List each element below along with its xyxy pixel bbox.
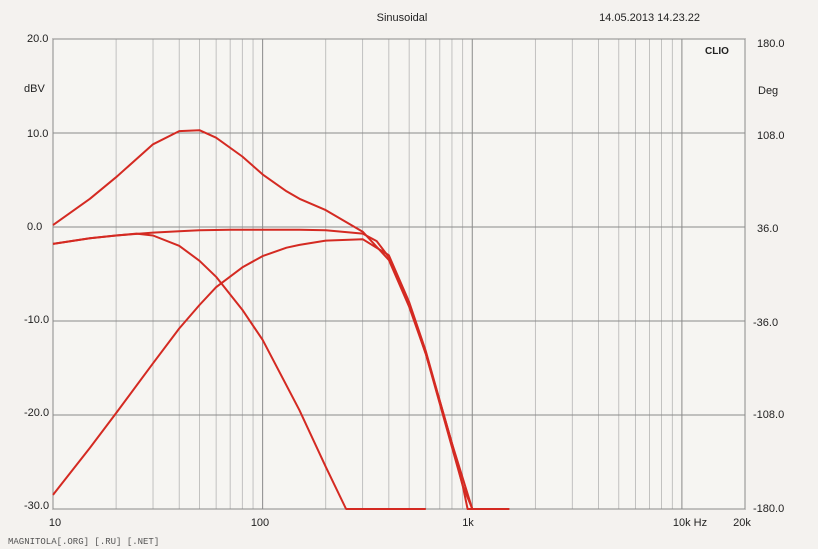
series-line-4 (52, 232, 426, 510)
x-tick-label: 10 (49, 517, 61, 529)
series-line-3 (52, 238, 510, 510)
y2-tick-label: -180.0 (753, 503, 784, 515)
x-tick-label: 100 (251, 517, 269, 529)
x-tick-label: 10k Hz (673, 517, 707, 529)
y2-axis-label: Deg (758, 85, 778, 97)
y-tick-label: 0.0 (27, 221, 42, 233)
y2-tick-label: -108.0 (753, 409, 784, 421)
grid (52, 38, 746, 510)
y-tick-label: -30.0 (24, 500, 49, 512)
y-tick-label: -20.0 (24, 407, 49, 419)
watermark: MAGNITOLA[.ORG] [.RU] [.NET] (8, 537, 159, 547)
y2-tick-label: -36.0 (753, 317, 778, 329)
y-tick-label: -10.0 (24, 314, 49, 326)
brand-label: CLIO (705, 46, 729, 57)
series-group (52, 129, 510, 510)
y2-tick-label: 180.0 (757, 38, 785, 50)
chart-title: Sinusoidal (377, 12, 428, 24)
x-tick-label: 1k (462, 517, 474, 529)
y2-tick-label: 108.0 (757, 130, 785, 142)
timestamp: 14.05.2013 14.23.22 (599, 12, 700, 24)
plot-area (52, 38, 746, 510)
y-axis-label: dBV (24, 83, 45, 95)
x-tick-label: 20k (733, 517, 751, 529)
y2-tick-label: 36.0 (757, 223, 778, 235)
y-tick-label: 10.0 (27, 128, 48, 140)
y-tick-label: 20.0 (27, 33, 48, 45)
